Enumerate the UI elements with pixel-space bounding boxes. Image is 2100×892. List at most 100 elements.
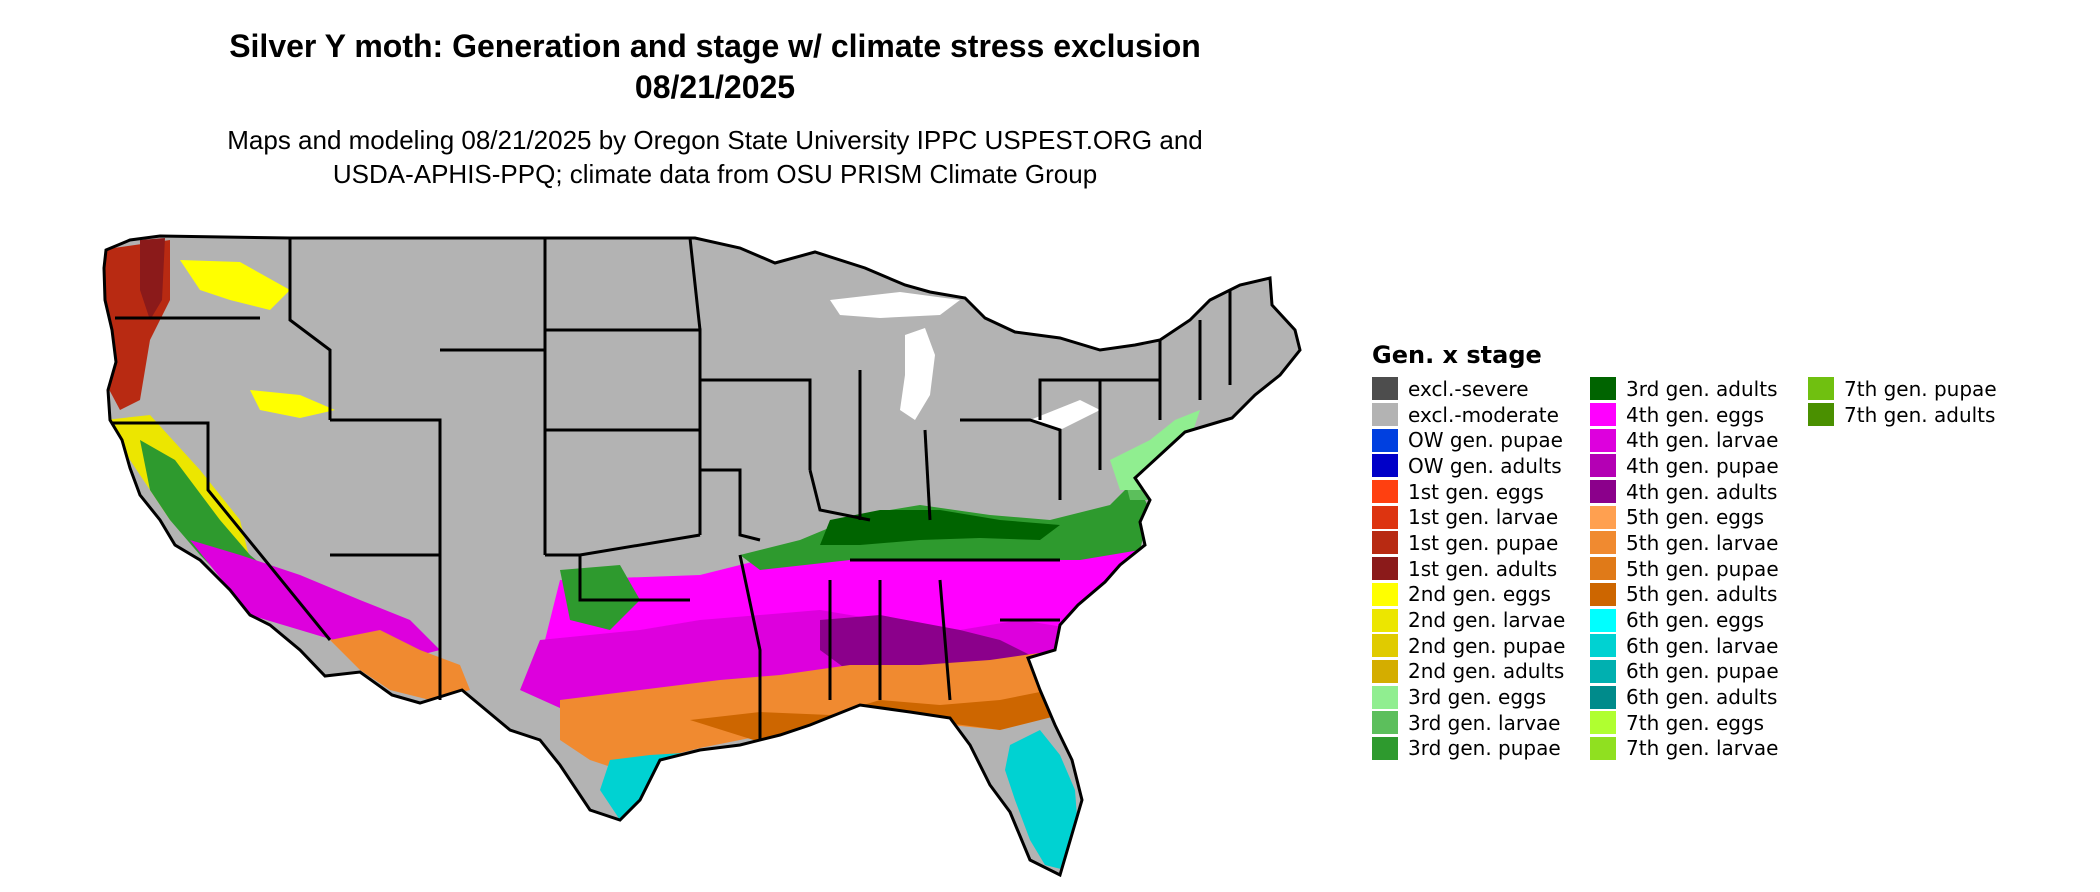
legend-item: 1st gen. pupae — [1372, 530, 1590, 556]
legend-label: 5th gen. eggs — [1626, 505, 1765, 530]
legend-label: 3rd gen. eggs — [1408, 685, 1547, 710]
legend-item: 6th gen. pupae — [1590, 659, 1808, 685]
legend-label: 4th gen. adults — [1626, 479, 1778, 504]
state-boundaries — [102, 234, 1302, 878]
legend-swatch — [1590, 428, 1616, 452]
legend-swatch — [1372, 557, 1398, 581]
legend-label: 3rd gen. pupae — [1408, 736, 1561, 761]
legend-label: 7th gen. adults — [1844, 402, 1996, 427]
legend-swatch — [1372, 711, 1398, 735]
legend-label: 4th gen. pupae — [1626, 453, 1779, 478]
legend-swatch — [1590, 480, 1616, 504]
legend-item: OW gen. pupae — [1372, 427, 1590, 453]
legend-label: 2nd gen. larvae — [1408, 608, 1566, 633]
legend-item: 3rd gen. adults — [1590, 376, 1808, 402]
legend-swatch — [1372, 608, 1398, 632]
legend-swatch — [1372, 505, 1398, 529]
legend-label: 7th gen. pupae — [1844, 376, 1997, 401]
legend-item: 5th gen. adults — [1590, 582, 1808, 608]
legend-item: 6th gen. eggs — [1590, 607, 1808, 633]
legend-swatch — [1590, 531, 1616, 555]
legend-item: 1st gen. larvae — [1372, 504, 1590, 530]
legend-label: 3rd gen. adults — [1626, 376, 1778, 401]
legend-swatch — [1808, 377, 1834, 401]
legend-item: 7th gen. eggs — [1590, 710, 1808, 736]
legend-swatch — [1590, 557, 1616, 581]
title-line-2: 08/21/2025 — [634, 69, 796, 105]
legend-label: 1st gen. eggs — [1408, 479, 1544, 504]
legend-label: 2nd gen. eggs — [1408, 582, 1551, 607]
legend-swatch — [1590, 403, 1616, 427]
legend-label: 5th gen. pupae — [1626, 556, 1779, 581]
map-title: Silver Y moth: Generation and stage w/ c… — [100, 26, 1330, 108]
legend-label: excl.-severe — [1408, 376, 1529, 401]
legend-label: OW gen. adults — [1408, 453, 1562, 478]
legend-label: 1st gen. adults — [1408, 556, 1558, 581]
title-line-1: Silver Y moth: Generation and stage w/ c… — [229, 28, 1201, 64]
legend-item: 7th gen. larvae — [1590, 736, 1808, 762]
legend-swatch — [1372, 685, 1398, 709]
zone-4th-gen-larvae-desert — [190, 540, 440, 660]
legend-item: 6th gen. larvae — [1590, 633, 1808, 659]
legend-label: 6th gen. eggs — [1626, 608, 1765, 633]
legend-label: 3rd gen. larvae — [1408, 710, 1561, 735]
legend-swatch — [1372, 736, 1398, 760]
legend-label: 6th gen. pupae — [1626, 659, 1779, 684]
legend-item: 2nd gen. pupae — [1372, 633, 1590, 659]
legend-item: 4th gen. pupae — [1590, 453, 1808, 479]
zone-2nd-gen-eggs-snake-river — [250, 390, 335, 418]
lake-erie — [1030, 400, 1100, 430]
legend-swatch — [1590, 454, 1616, 478]
legend-swatch — [1372, 659, 1398, 683]
legend-label: 6th gen. larvae — [1626, 633, 1779, 658]
legend: Gen. x stage excl.-severe excl.-moderate O… — [1372, 340, 2026, 761]
lake-michigan — [900, 328, 935, 420]
legend-swatch — [1372, 480, 1398, 504]
legend-title: Gen. x stage — [1372, 341, 1542, 369]
legend-swatch — [1372, 454, 1398, 478]
legend-item: 1st gen. eggs — [1372, 479, 1590, 505]
legend-label: 2nd gen. pupae — [1408, 633, 1566, 658]
legend-swatch — [1590, 608, 1616, 632]
zone-1st-gen-adults-cascades — [140, 238, 165, 320]
legend-label: 4th gen. larvae — [1626, 428, 1779, 453]
zone-5th-gen-larvae — [560, 650, 1080, 770]
legend-label: 7th gen. larvae — [1626, 736, 1779, 761]
zone-5th-gen-larvae-arizona — [330, 630, 470, 700]
legend-item: 3rd gen. pupae — [1372, 736, 1590, 762]
zone-6th-gen-larvae-texas — [600, 752, 720, 840]
legend-item: 6th gen. adults — [1590, 684, 1808, 710]
legend-swatch — [1590, 377, 1616, 401]
legend-swatch — [1372, 531, 1398, 555]
lake-superior — [830, 292, 960, 318]
subtitle-line-2: USDA-APHIS-PPQ; climate data from OSU PR… — [332, 159, 1098, 189]
legend-swatch — [1372, 403, 1398, 427]
subtitle-line-1: Maps and modeling 08/21/2025 by Oregon S… — [227, 125, 1203, 155]
legend-item: 5th gen. pupae — [1590, 556, 1808, 582]
legend-item: 7th gen. adults — [1808, 402, 2026, 428]
legend-item: 4th gen. larvae — [1590, 427, 1808, 453]
legend-label: 1st gen. pupae — [1408, 530, 1559, 555]
legend-item: 5th gen. eggs — [1590, 504, 1808, 530]
legend-label: 7th gen. eggs — [1626, 710, 1765, 735]
legend-swatch — [1590, 505, 1616, 529]
legend-swatch — [1372, 582, 1398, 606]
zone-3rd-gen-eggs-northeast — [1110, 410, 1200, 490]
legend-swatch — [1590, 659, 1616, 683]
legend-swatch — [1808, 403, 1834, 427]
zone-6th-gen-larvae-florida — [1005, 730, 1078, 870]
legend-item: 7th gen. pupae — [1808, 376, 2026, 402]
zone-3rd-gen-adults — [820, 510, 1060, 545]
legend-item: 4th gen. eggs — [1590, 402, 1808, 428]
legend-item: 3rd gen. eggs — [1372, 684, 1590, 710]
legend-swatch — [1590, 634, 1616, 658]
legend-swatch — [1372, 634, 1398, 658]
legend-items: excl.-severe excl.-moderate OW gen. pupae O… — [1372, 376, 2026, 761]
legend-item: OW gen. adults — [1372, 453, 1590, 479]
legend-label: 5th gen. larvae — [1626, 530, 1779, 555]
legend-swatch — [1590, 711, 1616, 735]
legend-item: 2nd gen. larvae — [1372, 607, 1590, 633]
map-subtitle: Maps and modeling 08/21/2025 by Oregon S… — [100, 123, 1330, 191]
legend-swatch — [1372, 377, 1398, 401]
